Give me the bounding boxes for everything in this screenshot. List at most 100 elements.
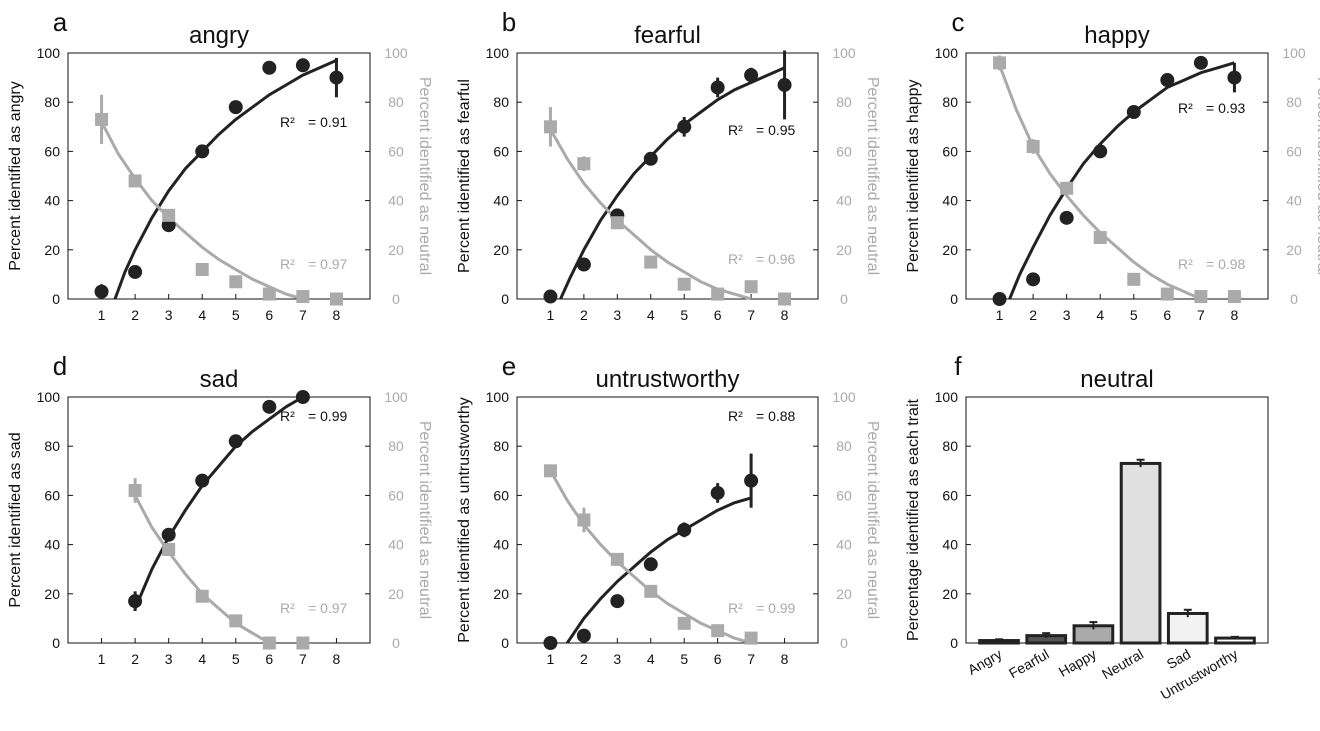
- y-tick-label-right: 0: [840, 635, 848, 651]
- y-axis-label: Percent identified as sad: [7, 432, 24, 607]
- plot-frame: [516, 52, 819, 300]
- y-tick-label: 80: [942, 94, 958, 110]
- y-tick-label: 20: [493, 242, 509, 258]
- y-tick-label: 60: [44, 143, 60, 159]
- x-tick-label: 1: [98, 307, 106, 323]
- y-axis-label-right: Percent identified as neutral: [864, 421, 881, 619]
- data-point-trait: [195, 144, 210, 159]
- data-point-trait: [992, 292, 1007, 306]
- r2-value: = 0.91: [308, 114, 348, 130]
- data-point-trait: [777, 77, 792, 92]
- x-tick-label: 1: [98, 651, 106, 667]
- data-point-neutral: [95, 112, 109, 126]
- data-point-trait: [1059, 210, 1074, 225]
- plot-frame: [516, 396, 819, 644]
- r2-label: R²: [1178, 100, 1193, 116]
- y-tick-label: 40: [493, 193, 509, 209]
- data-point-neutral: [711, 624, 725, 638]
- y-tick-label-right: 60: [1286, 143, 1302, 159]
- x-tick-label: Neutral: [1099, 646, 1146, 682]
- x-tick-label: 4: [1096, 307, 1104, 323]
- y-tick-label-right: 60: [836, 143, 852, 159]
- bar-neutral: [1119, 461, 1162, 645]
- panel-letter: c: [952, 7, 965, 37]
- x-tick-label: 6: [714, 651, 722, 667]
- x-tick-label: 4: [198, 651, 206, 667]
- x-tick-label: 5: [680, 307, 688, 323]
- data-point-trait: [228, 100, 243, 115]
- data-point-neutral: [744, 631, 758, 645]
- x-tick-label: 8: [1231, 307, 1239, 323]
- y-tick-label-right: 80: [836, 94, 852, 110]
- data-point-trait: [94, 284, 109, 299]
- y-tick-label: 40: [44, 193, 60, 209]
- y-tick-label: 80: [44, 94, 60, 110]
- data-point-trait: [543, 636, 558, 650]
- panel-title: angry: [189, 22, 249, 49]
- y-tick-label: 40: [493, 537, 509, 553]
- data-point-trait: [677, 119, 692, 134]
- y-tick-label-right: 20: [388, 586, 404, 602]
- y-tick-label-right: 40: [388, 537, 404, 553]
- x-tick-label: 2: [131, 651, 139, 667]
- y-tick-label-right: 20: [836, 242, 852, 258]
- plot-frame: [67, 52, 371, 300]
- data-point-neutral: [262, 287, 276, 301]
- panel-title: fearful: [634, 22, 701, 49]
- panel-title: happy: [1084, 22, 1149, 49]
- y-tick-label: 100: [486, 389, 510, 405]
- data-point-trait: [329, 70, 344, 85]
- r2-value: = 0.88: [756, 408, 796, 424]
- y-axis-label: Percent identified as fearful: [456, 79, 473, 273]
- x-tick-label: 4: [647, 651, 655, 667]
- data-point-trait: [710, 80, 725, 95]
- y-tick-label-right: 80: [1286, 94, 1302, 110]
- data-point-trait: [643, 557, 658, 572]
- x-tick-label: 5: [232, 651, 240, 667]
- x-tick-label: Fearful: [1006, 646, 1052, 682]
- y-tick-label-right: 60: [388, 487, 404, 503]
- y-tick-label: 100: [37, 45, 61, 61]
- data-point-neutral: [329, 292, 343, 306]
- x-tick-label: Happy: [1056, 646, 1099, 680]
- data-point-trait: [128, 594, 143, 609]
- data-point-trait: [1193, 55, 1208, 70]
- data-point-trait: [744, 473, 759, 488]
- data-point-trait: [161, 527, 176, 542]
- panel-title: neutral: [1080, 366, 1153, 393]
- x-tick-label: 1: [547, 307, 555, 323]
- x-tick-label: 2: [580, 651, 588, 667]
- x-tick-label: 2: [580, 307, 588, 323]
- fit-curve-trait: [565, 496, 752, 644]
- data-point-trait: [1160, 73, 1175, 88]
- x-tick-label: 1: [547, 651, 555, 667]
- y-tick-label: 60: [44, 487, 60, 503]
- data-point-trait: [195, 473, 210, 488]
- y-tick-label-right: 40: [836, 193, 852, 209]
- panel-letter: a: [53, 7, 68, 37]
- data-point-trait: [543, 289, 558, 304]
- r2-label: R²: [280, 256, 295, 272]
- y-tick-label-right: 20: [836, 586, 852, 602]
- r2-value: = 0.97: [308, 256, 348, 272]
- data-point-neutral: [644, 255, 658, 269]
- data-point-trait: [610, 594, 625, 609]
- x-tick-label: 4: [647, 307, 655, 323]
- y-tick-label: 80: [493, 94, 509, 110]
- fit-curve-neutral: [133, 494, 271, 645]
- data-point-trait: [643, 151, 658, 166]
- r2-label: R²: [728, 600, 743, 616]
- x-tick-label: 8: [781, 651, 789, 667]
- y-tick-label-right: 100: [384, 45, 408, 61]
- y-tick-label: 0: [501, 635, 509, 651]
- y-tick-label-right: 60: [388, 143, 404, 159]
- x-tick-label: Sad: [1164, 646, 1194, 672]
- x-tick-label: 1: [996, 307, 1004, 323]
- x-tick-label: 7: [1197, 307, 1205, 323]
- y-axis-label-right: Percent identified as neutral: [416, 77, 433, 275]
- data-point-trait: [228, 434, 243, 449]
